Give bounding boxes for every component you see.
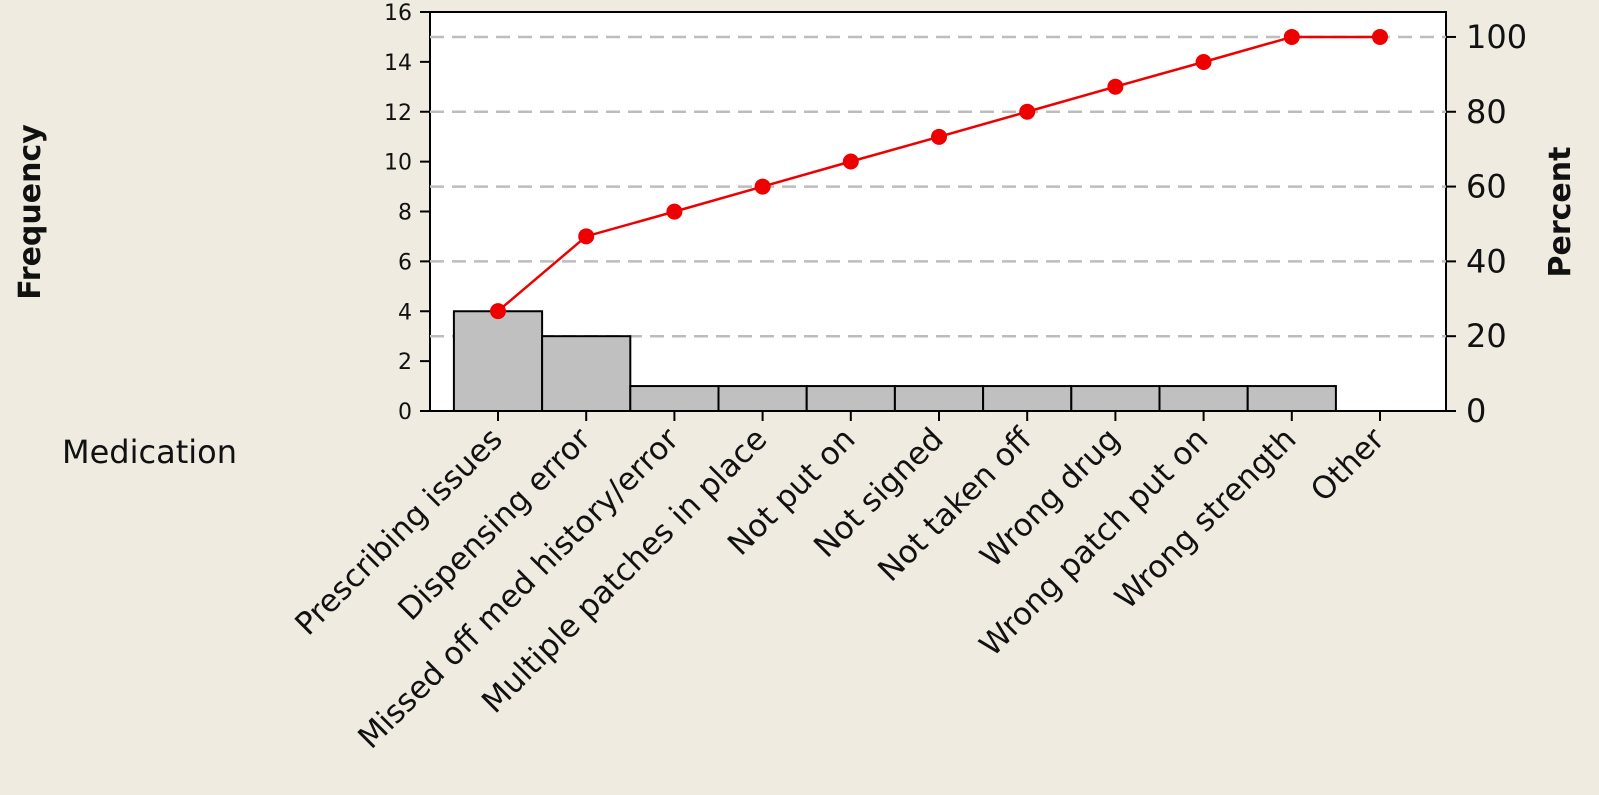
y-tick-label: 14 xyxy=(384,51,412,76)
cumulative-point xyxy=(1283,28,1300,45)
category-label: Missed off med history/error xyxy=(351,421,686,756)
category-axis-label: Medication xyxy=(62,433,237,471)
y-tick-label: 8 xyxy=(398,201,412,226)
y-tick-label: 10 xyxy=(384,151,412,176)
y2-tick-label: 100 xyxy=(1466,18,1527,56)
bar xyxy=(629,385,720,412)
cumulative-point xyxy=(666,203,683,220)
bar xyxy=(1158,385,1249,412)
cumulative-point xyxy=(931,128,947,145)
category-label: Not taken off xyxy=(871,421,1039,589)
y2-tick-label: 60 xyxy=(1466,168,1507,206)
bar xyxy=(541,335,632,412)
bar xyxy=(1246,385,1337,412)
cumulative-point xyxy=(578,228,595,245)
cumulative-point xyxy=(1107,78,1124,95)
cumulative-point xyxy=(1019,103,1036,120)
cumulative-point xyxy=(490,303,506,320)
cumulative-point xyxy=(1372,28,1388,45)
y-axis-title: Frequency xyxy=(13,124,48,300)
y2-tick-label: 40 xyxy=(1466,242,1507,280)
bar xyxy=(893,385,985,412)
bar xyxy=(717,385,808,412)
y2-tick-label: 80 xyxy=(1466,93,1507,131)
y-tick-label: 12 xyxy=(384,101,412,126)
bar xyxy=(452,310,544,412)
bar xyxy=(805,385,896,412)
y2-axis-title: Percent xyxy=(1543,147,1578,278)
cumulative-point xyxy=(842,153,859,170)
bar xyxy=(982,385,1073,412)
cumulative-point xyxy=(754,178,771,195)
category-label: Other xyxy=(1304,421,1392,509)
bar xyxy=(1070,385,1161,412)
cumulative-point xyxy=(1195,54,1212,71)
y2-tick-label: 20 xyxy=(1466,317,1507,355)
y-tick-label: 0 xyxy=(398,400,412,425)
y-tick-label: 4 xyxy=(398,300,412,325)
y-tick-label: 2 xyxy=(398,350,412,375)
y-tick-label: 6 xyxy=(398,250,412,275)
y-tick-label: 16 xyxy=(384,1,412,26)
y2-tick-label: 0 xyxy=(1466,392,1486,430)
